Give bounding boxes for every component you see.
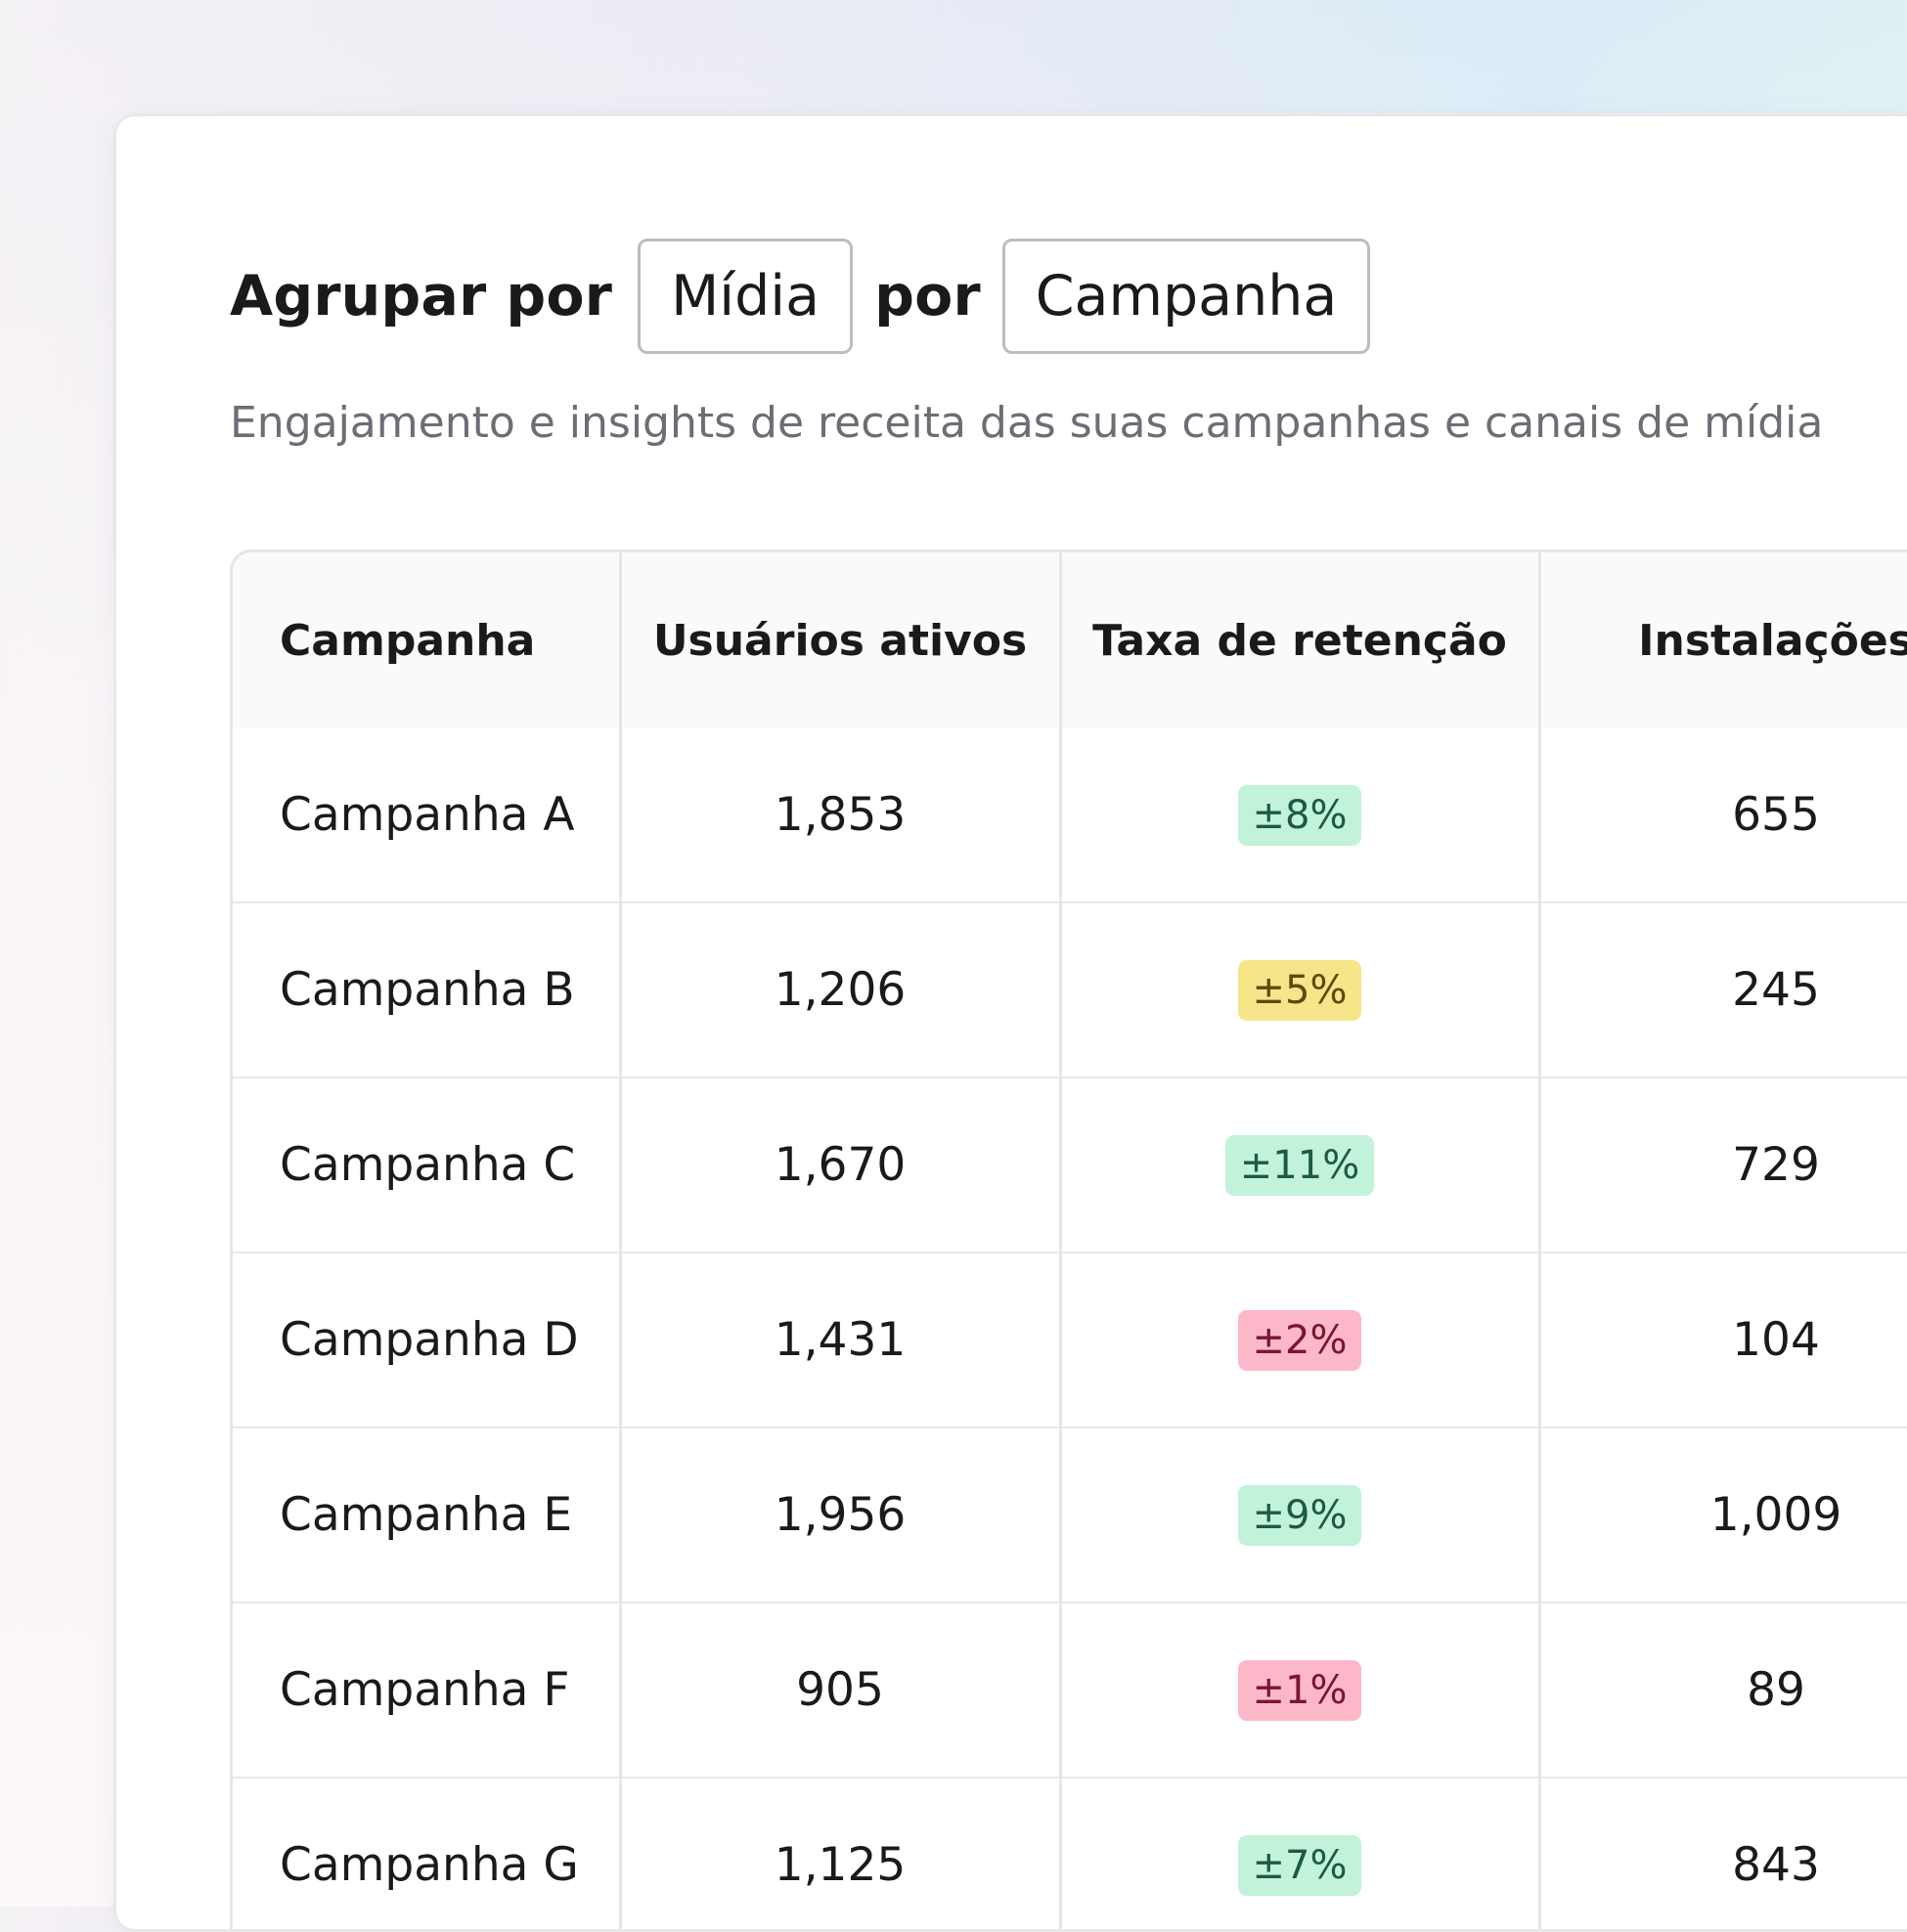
group-by-connector: por	[874, 264, 981, 329]
retention-badge: ±5%	[1237, 959, 1362, 1021]
retention-badge: ±7%	[1237, 1834, 1362, 1896]
group-by-media-select[interactable]: Mídia	[638, 239, 854, 354]
retention-cell: ±7%	[1060, 1777, 1541, 1929]
retention-cell: ±8%	[1060, 728, 1541, 902]
retention-cell: ±2%	[1060, 1251, 1541, 1427]
retention-badge: ±1%	[1237, 1659, 1362, 1721]
campaign-name-cell: Campanha D	[233, 1251, 622, 1427]
installs-cell: 729	[1539, 1076, 1907, 1252]
group-by-label: Agrupar por	[230, 264, 613, 329]
retention-badge: ±11%	[1224, 1134, 1375, 1196]
campaign-name-cell: Campanha G	[233, 1777, 622, 1929]
retention-cell: ±1%	[1060, 1602, 1541, 1778]
active-users-cell: 905	[620, 1602, 1062, 1778]
installs-cell: 655	[1539, 728, 1907, 902]
active-users-cell: 1,125	[620, 1777, 1062, 1929]
campaign-table: Campanha Usuários ativos Taxa de retençã…	[230, 549, 1907, 1929]
campaign-name-cell: Campanha A	[233, 728, 622, 902]
installs-cell: 89	[1539, 1602, 1907, 1778]
page-subtitle: Engajamento e insights de receita das su…	[230, 398, 1824, 448]
active-users-cell: 1,206	[620, 901, 1062, 1077]
column-header-campaign[interactable]: Campanha	[233, 552, 622, 728]
table-header-row: Campanha Usuários ativos Taxa de retençã…	[233, 552, 1907, 728]
campaign-name-cell: Campanha E	[233, 1427, 622, 1603]
retention-badge: ±2%	[1237, 1309, 1362, 1371]
campaign-name-cell: Campanha F	[233, 1602, 622, 1778]
retention-cell: ±11%	[1060, 1076, 1541, 1252]
retention-badge: ±8%	[1237, 784, 1362, 846]
campaign-name-cell: Campanha B	[233, 901, 622, 1077]
retention-badge: ±9%	[1237, 1484, 1362, 1546]
active-users-cell: 1,853	[620, 728, 1062, 902]
active-users-cell: 1,956	[620, 1427, 1062, 1603]
report-card: Agrupar por Mídia por Campanha Engajamen…	[113, 113, 1907, 1932]
retention-cell: ±9%	[1060, 1427, 1541, 1603]
active-users-cell: 1,670	[620, 1076, 1062, 1252]
table-row[interactable]: Campanha C 1,670 ±11% 729	[233, 1076, 1907, 1252]
installs-cell: 843	[1539, 1777, 1907, 1929]
group-by-bar: Agrupar por Mídia por Campanha	[230, 236, 1371, 357]
table-row[interactable]: Campanha A 1,853 ±8% 655	[233, 728, 1907, 902]
retention-cell: ±5%	[1060, 901, 1541, 1077]
campaign-name-cell: Campanha C	[233, 1076, 622, 1252]
table-row[interactable]: Campanha B 1,206 ±5% 245	[233, 901, 1907, 1077]
installs-cell: 1,009	[1539, 1427, 1907, 1603]
installs-cell: 104	[1539, 1251, 1907, 1427]
table-row[interactable]: Campanha F 905 ±1% 89	[233, 1602, 1907, 1778]
table-row[interactable]: Campanha G 1,125 ±7% 843	[233, 1777, 1907, 1929]
column-header-active-users[interactable]: Usuários ativos	[620, 552, 1062, 728]
column-header-retention[interactable]: Taxa de retenção	[1060, 552, 1541, 728]
installs-cell: 245	[1539, 901, 1907, 1077]
active-users-cell: 1,431	[620, 1251, 1062, 1427]
column-header-installs[interactable]: Instalações	[1539, 552, 1907, 728]
group-by-campaign-select[interactable]: Campanha	[1001, 239, 1371, 354]
table-row[interactable]: Campanha E 1,956 ±9% 1,009	[233, 1427, 1907, 1603]
table-row[interactable]: Campanha D 1,431 ±2% 104	[233, 1251, 1907, 1427]
